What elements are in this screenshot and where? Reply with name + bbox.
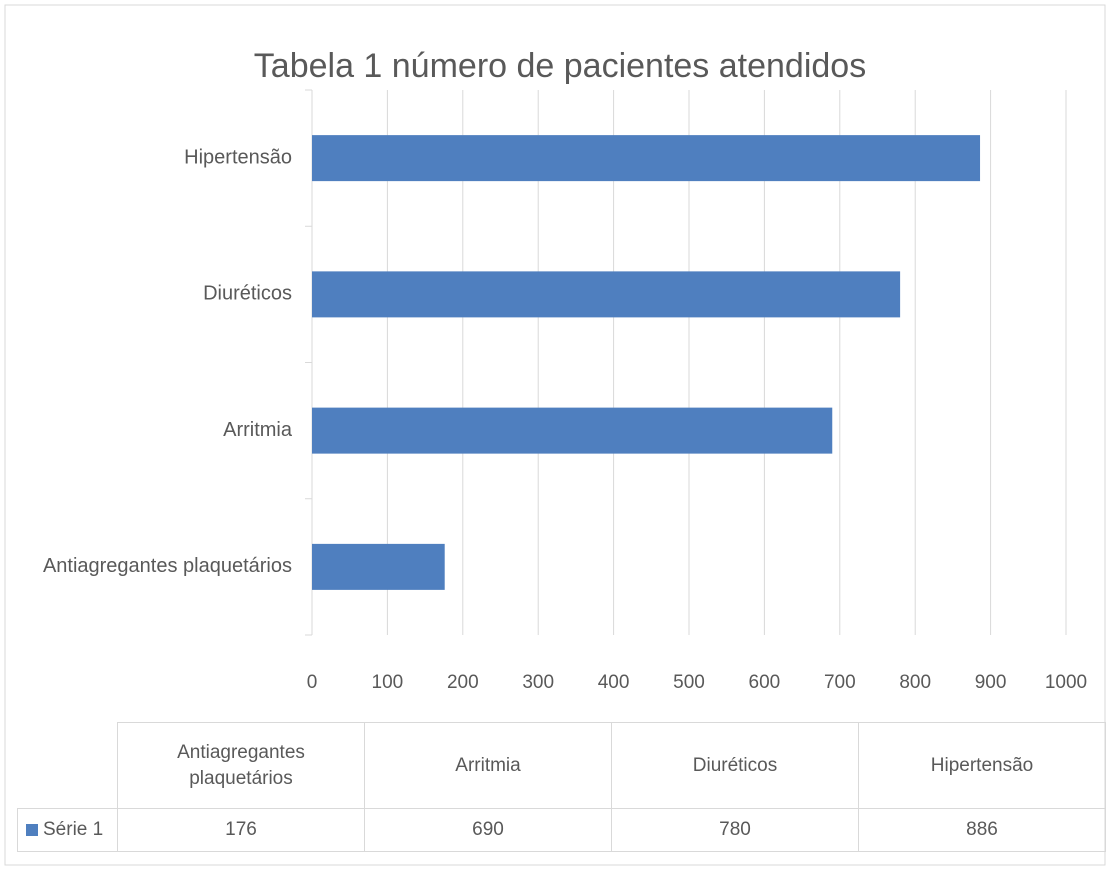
- table-value-cell: 780: [611, 808, 859, 852]
- x-tick-label: 1000: [1045, 672, 1087, 693]
- y-tick-label: Arritmia: [223, 419, 293, 441]
- x-tick-label: 900: [975, 672, 1007, 693]
- y-tick-label: Diuréticos: [203, 283, 292, 305]
- table-value-cell: 886: [858, 808, 1106, 852]
- x-tick-label: 700: [824, 672, 856, 693]
- y-tick-label: Hipertensão: [184, 146, 292, 168]
- y-tick-label: Antiagregantes plaquetários: [43, 555, 292, 577]
- x-tick-label: 0: [307, 672, 318, 693]
- table-header-cell: Hipertensão: [858, 722, 1106, 809]
- x-tick-label: 200: [447, 672, 479, 693]
- table-value-cell: 690: [364, 808, 612, 852]
- chart-title: Tabela 1 número de pacientes atendidos: [254, 47, 866, 85]
- table-header-cell: Diuréticos: [611, 722, 859, 809]
- x-tick-label: 500: [673, 672, 705, 693]
- table-legend-cell: Série 1: [17, 808, 118, 852]
- bar: [312, 543, 445, 590]
- legend-key: [26, 824, 38, 836]
- bar: [312, 271, 901, 318]
- x-tick-label: 300: [522, 672, 554, 693]
- x-tick-label: 100: [372, 672, 404, 693]
- bar: [312, 135, 981, 182]
- table-header-cell: Antiagregantes plaquetários: [117, 722, 365, 809]
- table-value-cell: 176: [117, 808, 365, 852]
- x-tick-label: 800: [899, 672, 931, 693]
- bar: [312, 407, 833, 454]
- legend-label: Série 1: [43, 819, 104, 840]
- x-tick-label: 400: [598, 672, 630, 693]
- x-tick-label: 600: [749, 672, 781, 693]
- chart-frame: [4, 4, 1106, 866]
- table-header-cell: Arritmia: [364, 722, 612, 809]
